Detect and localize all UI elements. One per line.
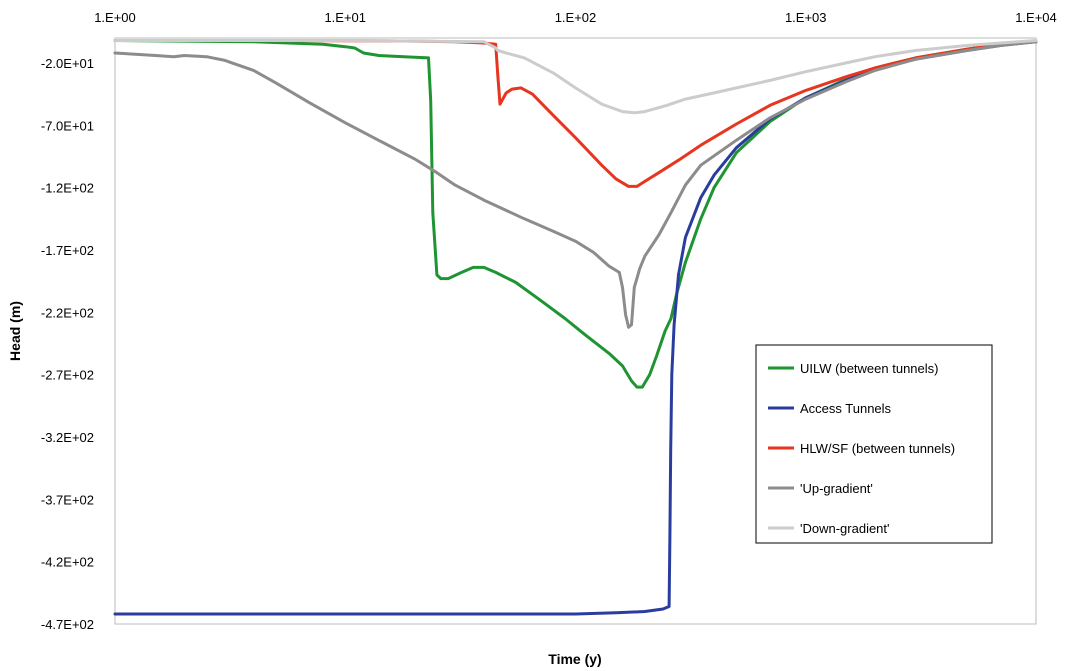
y-tick-label: -2.7E+02: [41, 368, 94, 383]
x-tick-label: 1.E+01: [324, 10, 366, 25]
y-tick-label: -1.7E+02: [41, 243, 94, 258]
legend-label: UILW (between tunnels): [800, 361, 939, 376]
x-axis-title: Time (y): [548, 651, 601, 667]
y-tick-label: -7.0E+01: [41, 118, 94, 133]
y-tick-label: -2.2E+02: [41, 305, 94, 320]
x-tick-label: 1.E+04: [1015, 10, 1057, 25]
series-line-4: [113, 40, 1038, 329]
y-axis-title: Head (m): [7, 301, 23, 361]
y-tick-label: -3.7E+02: [41, 492, 94, 507]
series-line-5: [113, 39, 1038, 115]
y-tick-label: -4.7E+02: [41, 617, 94, 632]
legend: UILW (between tunnels) Access Tunnels HLW/…: [755, 344, 993, 544]
y-tick-label: -2.0E+01: [41, 56, 94, 71]
legend-box: [755, 344, 993, 544]
series-layer: [113, 39, 1038, 616]
x-axis-ticks: 1.E+00 1.E+01 1.E+02 1.E+03 1.E+04: [94, 10, 1057, 25]
x-tick-label: 1.E+02: [555, 10, 597, 25]
y-tick-label: -1.2E+02: [41, 181, 94, 196]
legend-label: Access Tunnels: [800, 401, 892, 416]
x-tick-label: 1.E+00: [94, 10, 136, 25]
legend-label: 'Up-gradient': [800, 481, 873, 496]
y-tick-label: -3.2E+02: [41, 430, 94, 445]
y-axis-ticks: -2.0E+01 -7.0E+01 -1.2E+02 -1.7E+02 -2.2E+02…: [41, 56, 94, 632]
x-tick-label: 1.E+03: [785, 10, 827, 25]
legend-label: 'Down-gradient': [800, 521, 890, 536]
series-line-1: [113, 39, 1038, 389]
y-tick-label: -4.2E+02: [41, 555, 94, 570]
legend-label: HLW/SF (between tunnels): [800, 441, 955, 456]
